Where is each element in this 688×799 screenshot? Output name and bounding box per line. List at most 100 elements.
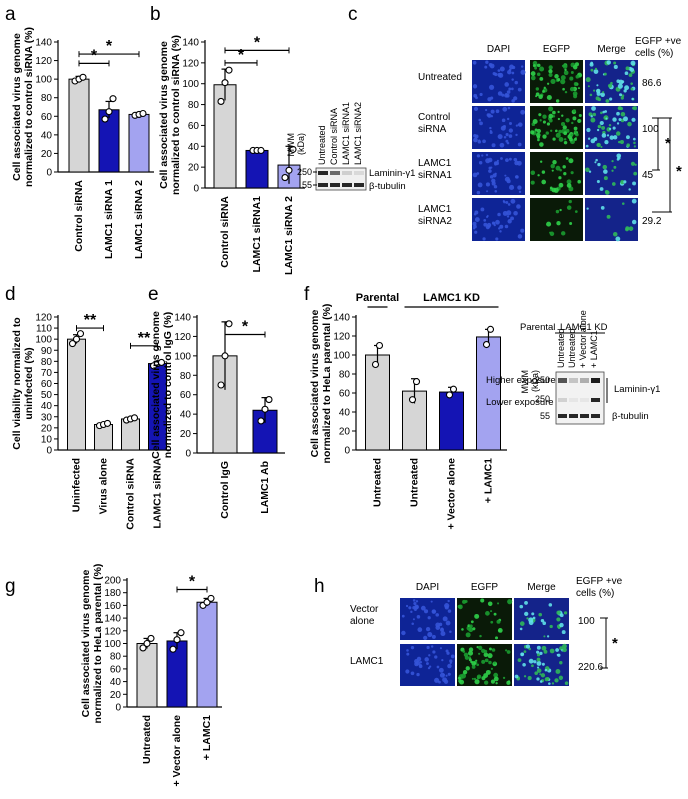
y-tick-label: 60 bbox=[188, 121, 200, 132]
cell-spot bbox=[536, 72, 541, 77]
cell-spot bbox=[569, 76, 574, 81]
cell-spot bbox=[485, 108, 488, 112]
cell-spot bbox=[626, 143, 630, 148]
panel-letter-d: d bbox=[5, 284, 16, 305]
band-low bbox=[580, 398, 589, 402]
cell-spot bbox=[620, 111, 626, 117]
y-tick-label: 140 bbox=[104, 614, 121, 625]
cell-spot bbox=[542, 621, 547, 626]
cell-spot bbox=[514, 80, 518, 85]
cell-spot bbox=[550, 163, 555, 169]
cell-spot bbox=[548, 603, 553, 607]
cell-spot bbox=[431, 634, 436, 639]
y-tick-label: 70 bbox=[41, 368, 53, 379]
cell-spot bbox=[410, 671, 415, 676]
x-tick-label: LAMC1 siRNA bbox=[152, 458, 164, 529]
cell-spot bbox=[548, 682, 551, 685]
data-point bbox=[217, 97, 225, 105]
panel-letter-c: c bbox=[348, 4, 358, 25]
cell-spot bbox=[473, 133, 477, 138]
cell-spot bbox=[559, 661, 563, 665]
cell-spot bbox=[631, 219, 637, 225]
x-tick-label: Virus alone bbox=[98, 458, 110, 515]
sig-star: * bbox=[106, 38, 113, 55]
cell-spot bbox=[513, 210, 518, 216]
cell-spot bbox=[570, 171, 574, 175]
row-label: LAMC1 bbox=[418, 158, 452, 169]
cell-spot bbox=[603, 176, 608, 181]
y-tick-label: 30 bbox=[41, 412, 53, 423]
chart-b: 0 20 40 60 80 100 120 140 Cell associated virus … bbox=[158, 34, 305, 275]
blot-box bbox=[315, 167, 367, 191]
cell-spot bbox=[480, 207, 485, 212]
cell-spot bbox=[596, 128, 600, 132]
cell-spot bbox=[593, 89, 596, 92]
cell-spot bbox=[462, 670, 468, 675]
cell-spot bbox=[508, 134, 513, 138]
cell-spot bbox=[570, 133, 574, 137]
cell-spot bbox=[560, 75, 566, 81]
cell-spot bbox=[559, 613, 564, 618]
cell-spot bbox=[539, 160, 543, 163]
cell-spot bbox=[566, 179, 572, 185]
cell-spot bbox=[552, 160, 557, 165]
cell-spot bbox=[546, 677, 550, 681]
cell-spot bbox=[585, 144, 589, 148]
y-tick-label: 40 bbox=[41, 130, 53, 141]
y-axis-label: Cell associated virus genome bbox=[309, 310, 321, 458]
cell-spot bbox=[552, 110, 556, 115]
cell-spot bbox=[616, 111, 620, 116]
cell-spot bbox=[550, 78, 556, 85]
data-point bbox=[130, 414, 139, 422]
cell-spot bbox=[441, 659, 444, 662]
mwm-label: MWM bbox=[286, 133, 296, 157]
cell-spot bbox=[464, 600, 468, 603]
cell-spot bbox=[549, 648, 555, 654]
cell-spot bbox=[565, 118, 570, 123]
data-point bbox=[257, 417, 265, 425]
cell-spot bbox=[548, 113, 554, 119]
cell-spot bbox=[530, 71, 536, 76]
y-axis-label: Cell associated virus genome bbox=[11, 33, 23, 181]
cell-spot bbox=[479, 121, 483, 126]
cell-spot bbox=[412, 606, 416, 610]
cell-spot bbox=[538, 113, 542, 117]
cell-spot bbox=[505, 133, 509, 137]
cell-spot bbox=[557, 653, 561, 657]
cell-spot bbox=[511, 78, 514, 81]
cell-spot bbox=[559, 168, 562, 172]
cell-spot bbox=[406, 649, 409, 652]
cell-spot bbox=[540, 673, 546, 678]
bar-3 bbox=[476, 336, 501, 451]
cell-spot bbox=[495, 237, 499, 241]
cell-spot bbox=[616, 122, 620, 125]
cell-spot bbox=[560, 79, 566, 85]
cell-spot bbox=[611, 160, 614, 163]
cell-spot bbox=[543, 635, 546, 638]
cell-spot bbox=[513, 96, 518, 101]
x-tick-label: Control IgG bbox=[219, 461, 231, 519]
cell-spot bbox=[520, 652, 525, 656]
cell-spot bbox=[559, 622, 564, 628]
band-laminin bbox=[318, 171, 328, 175]
cell-spot bbox=[484, 658, 489, 663]
cell-spot bbox=[562, 643, 567, 649]
cell-spot bbox=[536, 645, 541, 650]
cell-spot bbox=[500, 125, 506, 131]
cell-spot bbox=[457, 676, 461, 680]
cell-spot bbox=[458, 679, 462, 683]
cell-spot bbox=[485, 610, 490, 616]
y-tick-label: 80 bbox=[41, 357, 53, 368]
cell-spot bbox=[558, 182, 564, 188]
cell-spot bbox=[405, 604, 409, 608]
cell-spot bbox=[554, 74, 559, 79]
x-tick-label: LAMC1 siRNA 2 bbox=[283, 196, 295, 275]
y-tick-label: 160 bbox=[104, 601, 121, 612]
cell-spot bbox=[522, 663, 526, 667]
cell-spot bbox=[599, 187, 604, 191]
cell-spot bbox=[474, 217, 480, 223]
cell-spot bbox=[428, 654, 431, 657]
exposure-label: Lower exposure bbox=[486, 397, 554, 408]
y-tick-label: 0 bbox=[185, 449, 191, 460]
data-point bbox=[221, 79, 229, 87]
